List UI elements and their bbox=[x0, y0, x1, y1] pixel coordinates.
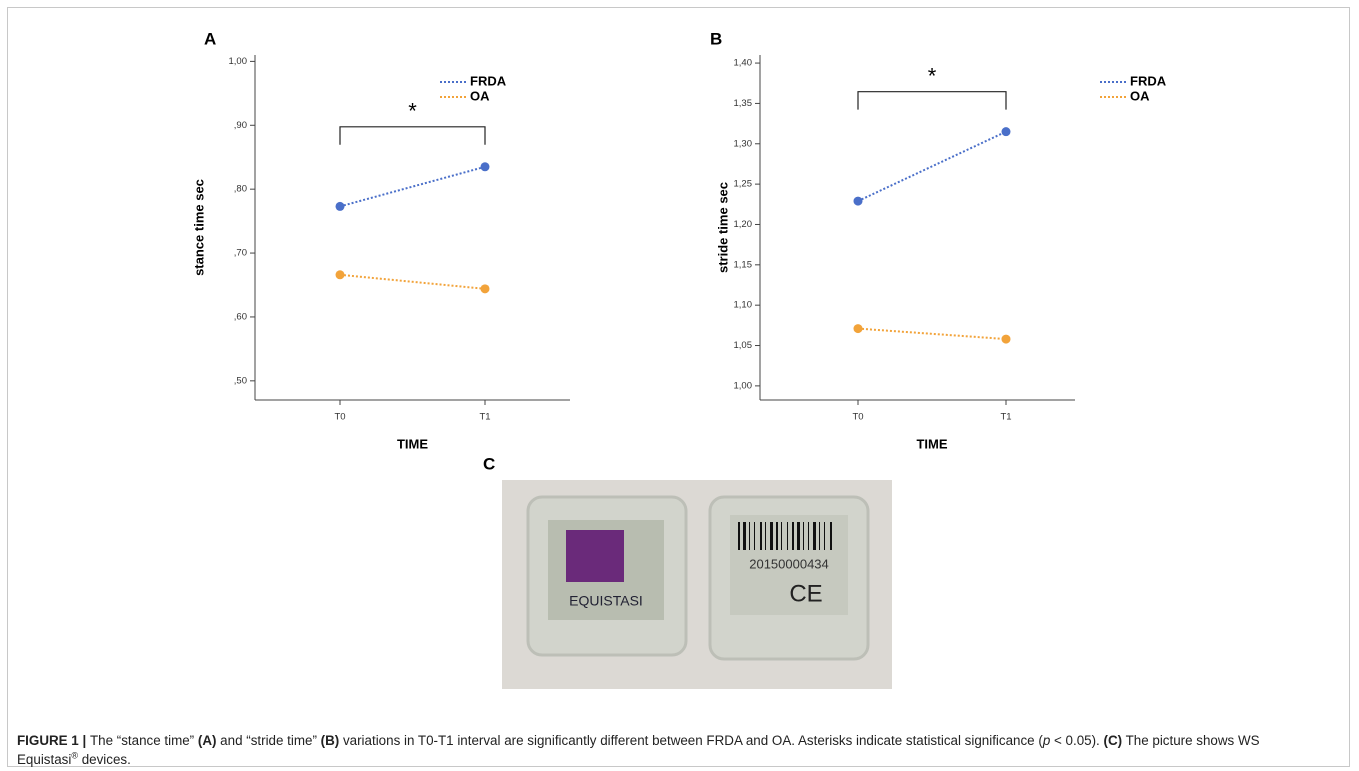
caption-text: (B) bbox=[320, 733, 340, 748]
y-tick-label: 1,05 bbox=[734, 340, 753, 351]
barcode-bar bbox=[813, 522, 816, 550]
barcode-bar bbox=[765, 522, 766, 550]
caption-text: variations in T0-T1 interval are signifi… bbox=[339, 733, 1043, 748]
y-axis-label: stride time sec bbox=[715, 182, 730, 273]
caption: FIGURE 1 | The “stance time” (A) and “st… bbox=[17, 731, 1317, 769]
legend-label: OA bbox=[1130, 88, 1150, 103]
caption-text: ® bbox=[71, 750, 78, 761]
x-axis-label: TIME bbox=[916, 436, 947, 451]
barcode-bar bbox=[781, 522, 782, 550]
barcode-bar bbox=[787, 522, 788, 550]
figure-frame bbox=[7, 7, 1350, 767]
caption-text: The picture shows WS Equistasi bbox=[17, 733, 1260, 767]
y-tick-label: 1,40 bbox=[734, 58, 753, 69]
y-tick-label: 1,15 bbox=[734, 259, 753, 270]
legend-label: FRDA bbox=[470, 73, 507, 88]
series-line bbox=[339, 165, 486, 208]
photo-text: 20150000434 bbox=[749, 556, 829, 571]
series-line bbox=[857, 327, 1007, 341]
y-tick-label: 1,30 bbox=[734, 138, 753, 149]
point bbox=[1001, 127, 1011, 137]
series-line bbox=[339, 273, 486, 290]
point bbox=[480, 162, 490, 172]
barcode-bar bbox=[760, 522, 762, 550]
barcode-bar bbox=[830, 522, 832, 550]
panel-label: C bbox=[483, 454, 495, 473]
photo: EQUISTASI 20150000434 CE bbox=[502, 480, 892, 689]
x-tick-label: T1 bbox=[1000, 412, 1011, 423]
y-tick-label: 1,00 bbox=[229, 56, 248, 67]
chart: ,50 ,60 ,70 ,80 ,90 1,00 T0 T1 TIME stance time s… bbox=[191, 55, 570, 451]
caption-text: (A) bbox=[197, 733, 217, 748]
caption-text: devices. bbox=[77, 752, 131, 767]
caption-text: (C) bbox=[1103, 733, 1123, 748]
annotation: * bbox=[928, 63, 937, 88]
barcode-bar bbox=[738, 522, 740, 550]
chart: 1,00 1,05 1,10 1,15 1,20 1,25 1,30 1,35 1,40 T0 T1… bbox=[715, 55, 1167, 451]
point bbox=[480, 284, 490, 294]
x-tick-label: T0 bbox=[852, 412, 863, 423]
barcode-bar bbox=[819, 522, 820, 550]
x-tick-label: T0 bbox=[334, 412, 345, 423]
y-tick-label: 1,35 bbox=[734, 98, 753, 109]
y-axis-label: stance time sec bbox=[191, 179, 206, 276]
barcode bbox=[738, 522, 832, 550]
y-tick-label: ,50 bbox=[234, 375, 247, 386]
y-tick-label: ,90 bbox=[234, 120, 247, 131]
point bbox=[853, 196, 863, 206]
y-tick-label: 1,25 bbox=[734, 179, 753, 190]
barcode-bar bbox=[797, 522, 800, 550]
barcode-bar bbox=[792, 522, 794, 550]
y-tick-label: 1,20 bbox=[734, 219, 753, 230]
barcode-bar bbox=[754, 522, 755, 550]
barcode-bar bbox=[776, 522, 778, 550]
barcode-bar bbox=[803, 522, 804, 550]
figure: A B C EQUISTASI 20150000434 CE ,50 ,60 ,70… bbox=[191, 29, 1167, 689]
barcode-bar bbox=[808, 522, 809, 550]
caption-text: The “stance time” bbox=[89, 733, 198, 748]
caption-text: FIGURE 1 | bbox=[17, 733, 90, 748]
barcode-bar bbox=[824, 522, 825, 550]
x-tick-label: T1 bbox=[479, 412, 490, 423]
point bbox=[335, 270, 345, 280]
point bbox=[1001, 334, 1011, 344]
barcode-bar bbox=[770, 522, 773, 550]
y-tick-label: ,80 bbox=[234, 184, 247, 195]
caption-text: < 0.05). bbox=[1050, 733, 1104, 748]
y-tick-label: ,60 bbox=[234, 311, 247, 322]
y-tick-label: ,70 bbox=[234, 248, 247, 259]
caption-text: p bbox=[1042, 733, 1051, 748]
annotation: * bbox=[408, 99, 417, 124]
significance-bracket bbox=[339, 126, 486, 145]
y-tick-label: 1,00 bbox=[734, 380, 753, 391]
barcode-bar bbox=[743, 522, 746, 550]
photo-text: CE bbox=[789, 580, 822, 607]
significance-bracket bbox=[857, 91, 1007, 110]
legend-label: FRDA bbox=[1130, 73, 1167, 88]
point bbox=[853, 324, 863, 334]
point bbox=[335, 201, 345, 211]
photo-text: EQUISTASI bbox=[569, 593, 643, 609]
caption-text: and “stride time” bbox=[216, 733, 321, 748]
y-tick-label: 1,10 bbox=[734, 300, 753, 311]
series-line bbox=[857, 130, 1007, 202]
x-axis-label: TIME bbox=[397, 436, 428, 451]
panel-label: A bbox=[204, 29, 216, 48]
logo bbox=[566, 530, 624, 582]
legend-label: OA bbox=[470, 88, 490, 103]
panel-label: B bbox=[710, 29, 722, 48]
barcode-bar bbox=[749, 522, 750, 550]
